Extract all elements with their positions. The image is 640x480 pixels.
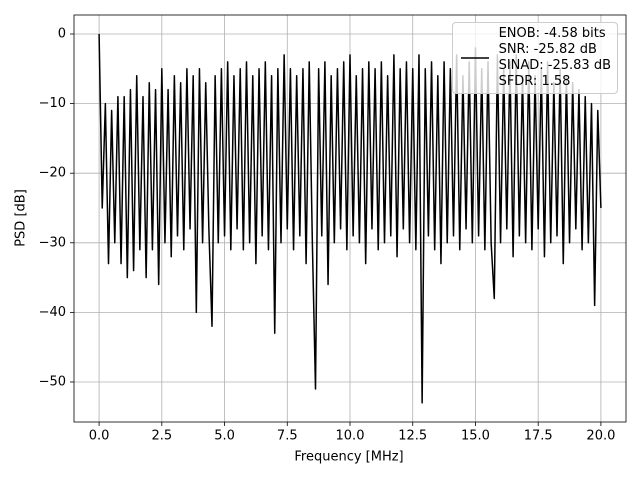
y-tick-label: −40 <box>39 305 66 320</box>
x-tick-label: 15.0 <box>461 429 490 444</box>
y-tick-label: −30 <box>39 235 66 250</box>
y-tick-label: −50 <box>39 374 66 389</box>
x-tick-label: 5.0 <box>214 429 235 444</box>
x-tick-label: 12.5 <box>398 429 427 444</box>
x-tick-label: 20.0 <box>586 429 615 444</box>
y-tick-label: −10 <box>39 96 66 111</box>
x-tick-label: 17.5 <box>524 429 553 444</box>
x-tick-label: 7.5 <box>277 429 298 444</box>
legend-label: ENOB: -4.58 bits SNR: -25.82 dB SINAD: -… <box>498 26 611 89</box>
y-tick-label: 0 <box>58 26 66 41</box>
legend-swatch-box <box>460 57 489 59</box>
legend: ENOB: -4.58 bits SNR: -25.82 dB SINAD: -… <box>451 22 618 94</box>
y-axis-label: PSD [dB] <box>14 189 29 247</box>
x-tick-label: 10.0 <box>336 429 365 444</box>
x-tick-label: 2.5 <box>151 429 172 444</box>
plot-frame <box>73 14 627 423</box>
x-tick-label: 0.0 <box>89 429 110 444</box>
psd-line <box>98 33 602 404</box>
y-tick-label: −20 <box>39 166 66 181</box>
x-axis-label: Frequency [MHz] <box>294 450 403 465</box>
